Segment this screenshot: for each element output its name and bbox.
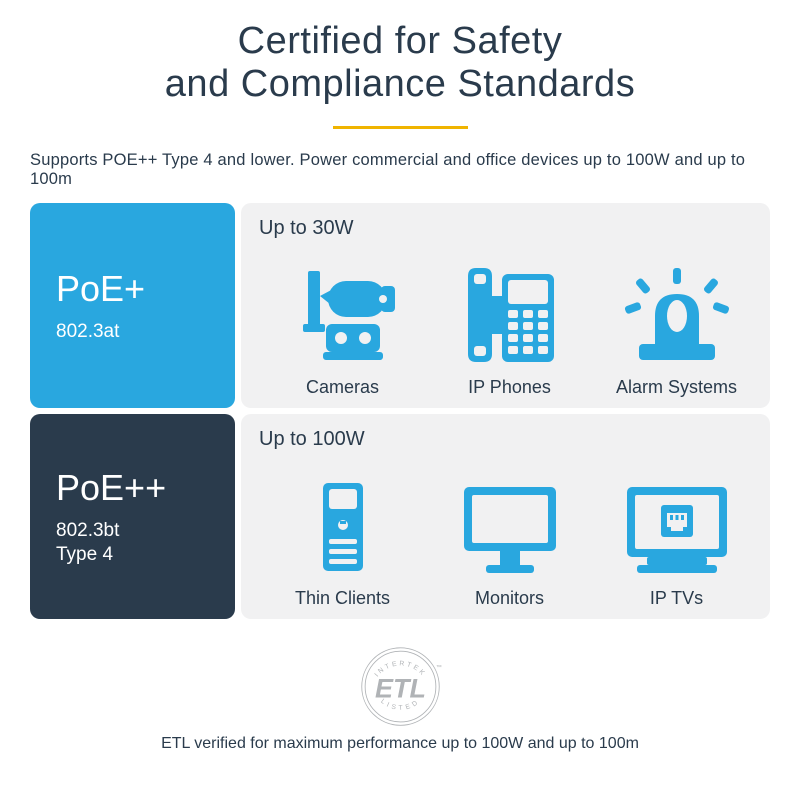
alarm-icon xyxy=(617,266,737,371)
card-poe-plus-plus: PoE++ 802.3btType 4 xyxy=(30,414,235,619)
power-label: Up to 100W xyxy=(259,428,760,451)
devices-row-2: Thin Clients Monitors xyxy=(259,457,760,609)
poe-rows: PoE+ 802.3at Up to 30W xyxy=(30,203,770,619)
device-iptvs: IP TVs xyxy=(593,457,760,609)
iptv-icon xyxy=(617,477,737,582)
power-label: Up to 30W xyxy=(259,217,760,240)
devices-row-1: Cameras xyxy=(259,246,760,398)
divider xyxy=(333,126,468,129)
poe-name: PoE++ xyxy=(56,467,235,509)
device-monitors: Monitors xyxy=(426,457,593,609)
card-poe-plus: PoE+ 802.3at xyxy=(30,203,235,408)
phone-icon xyxy=(450,266,570,371)
svg-text:™: ™ xyxy=(435,664,441,671)
devices-panel-2: Up to 100W Thin Clien xyxy=(241,414,770,619)
thinclient-icon xyxy=(283,477,403,582)
subtext: Supports POE++ Type 4 and lower. Power c… xyxy=(30,151,770,189)
poe-standard: 802.3btType 4 xyxy=(56,519,235,567)
device-label: IP Phones xyxy=(468,377,551,398)
device-cameras: Cameras xyxy=(259,246,426,398)
device-label: IP TVs xyxy=(650,588,703,609)
row-poe-plus: PoE+ 802.3at Up to 30W xyxy=(30,203,770,408)
etl-logo-icon: INTERTEK LISTED ETL ™ xyxy=(358,647,443,727)
device-label: Cameras xyxy=(306,377,379,398)
poe-standard: 802.3at xyxy=(56,320,235,344)
device-thin-clients: Thin Clients xyxy=(259,457,426,609)
poe-name: PoE+ xyxy=(56,268,235,310)
device-label: Alarm Systems xyxy=(616,377,737,398)
title-block: Certified for Safety and Compliance Stan… xyxy=(30,20,770,106)
camera-icon xyxy=(283,266,403,371)
title-line1: Certified for Safety xyxy=(30,20,770,63)
row-poe-plus-plus: PoE++ 802.3btType 4 Up to 100W xyxy=(30,414,770,619)
device-alarms: Alarm Systems xyxy=(593,246,760,398)
title-line2: and Compliance Standards xyxy=(30,63,770,106)
device-label: Monitors xyxy=(475,588,544,609)
devices-panel-1: Up to 30W xyxy=(241,203,770,408)
footer-text: ETL verified for maximum performance up … xyxy=(161,735,639,753)
device-label: Thin Clients xyxy=(295,588,390,609)
device-phones: IP Phones xyxy=(426,246,593,398)
monitor-icon xyxy=(450,477,570,582)
svg-text:ETL: ETL xyxy=(375,674,426,704)
footer: INTERTEK LISTED ETL ™ ETL verified for m… xyxy=(30,647,770,753)
